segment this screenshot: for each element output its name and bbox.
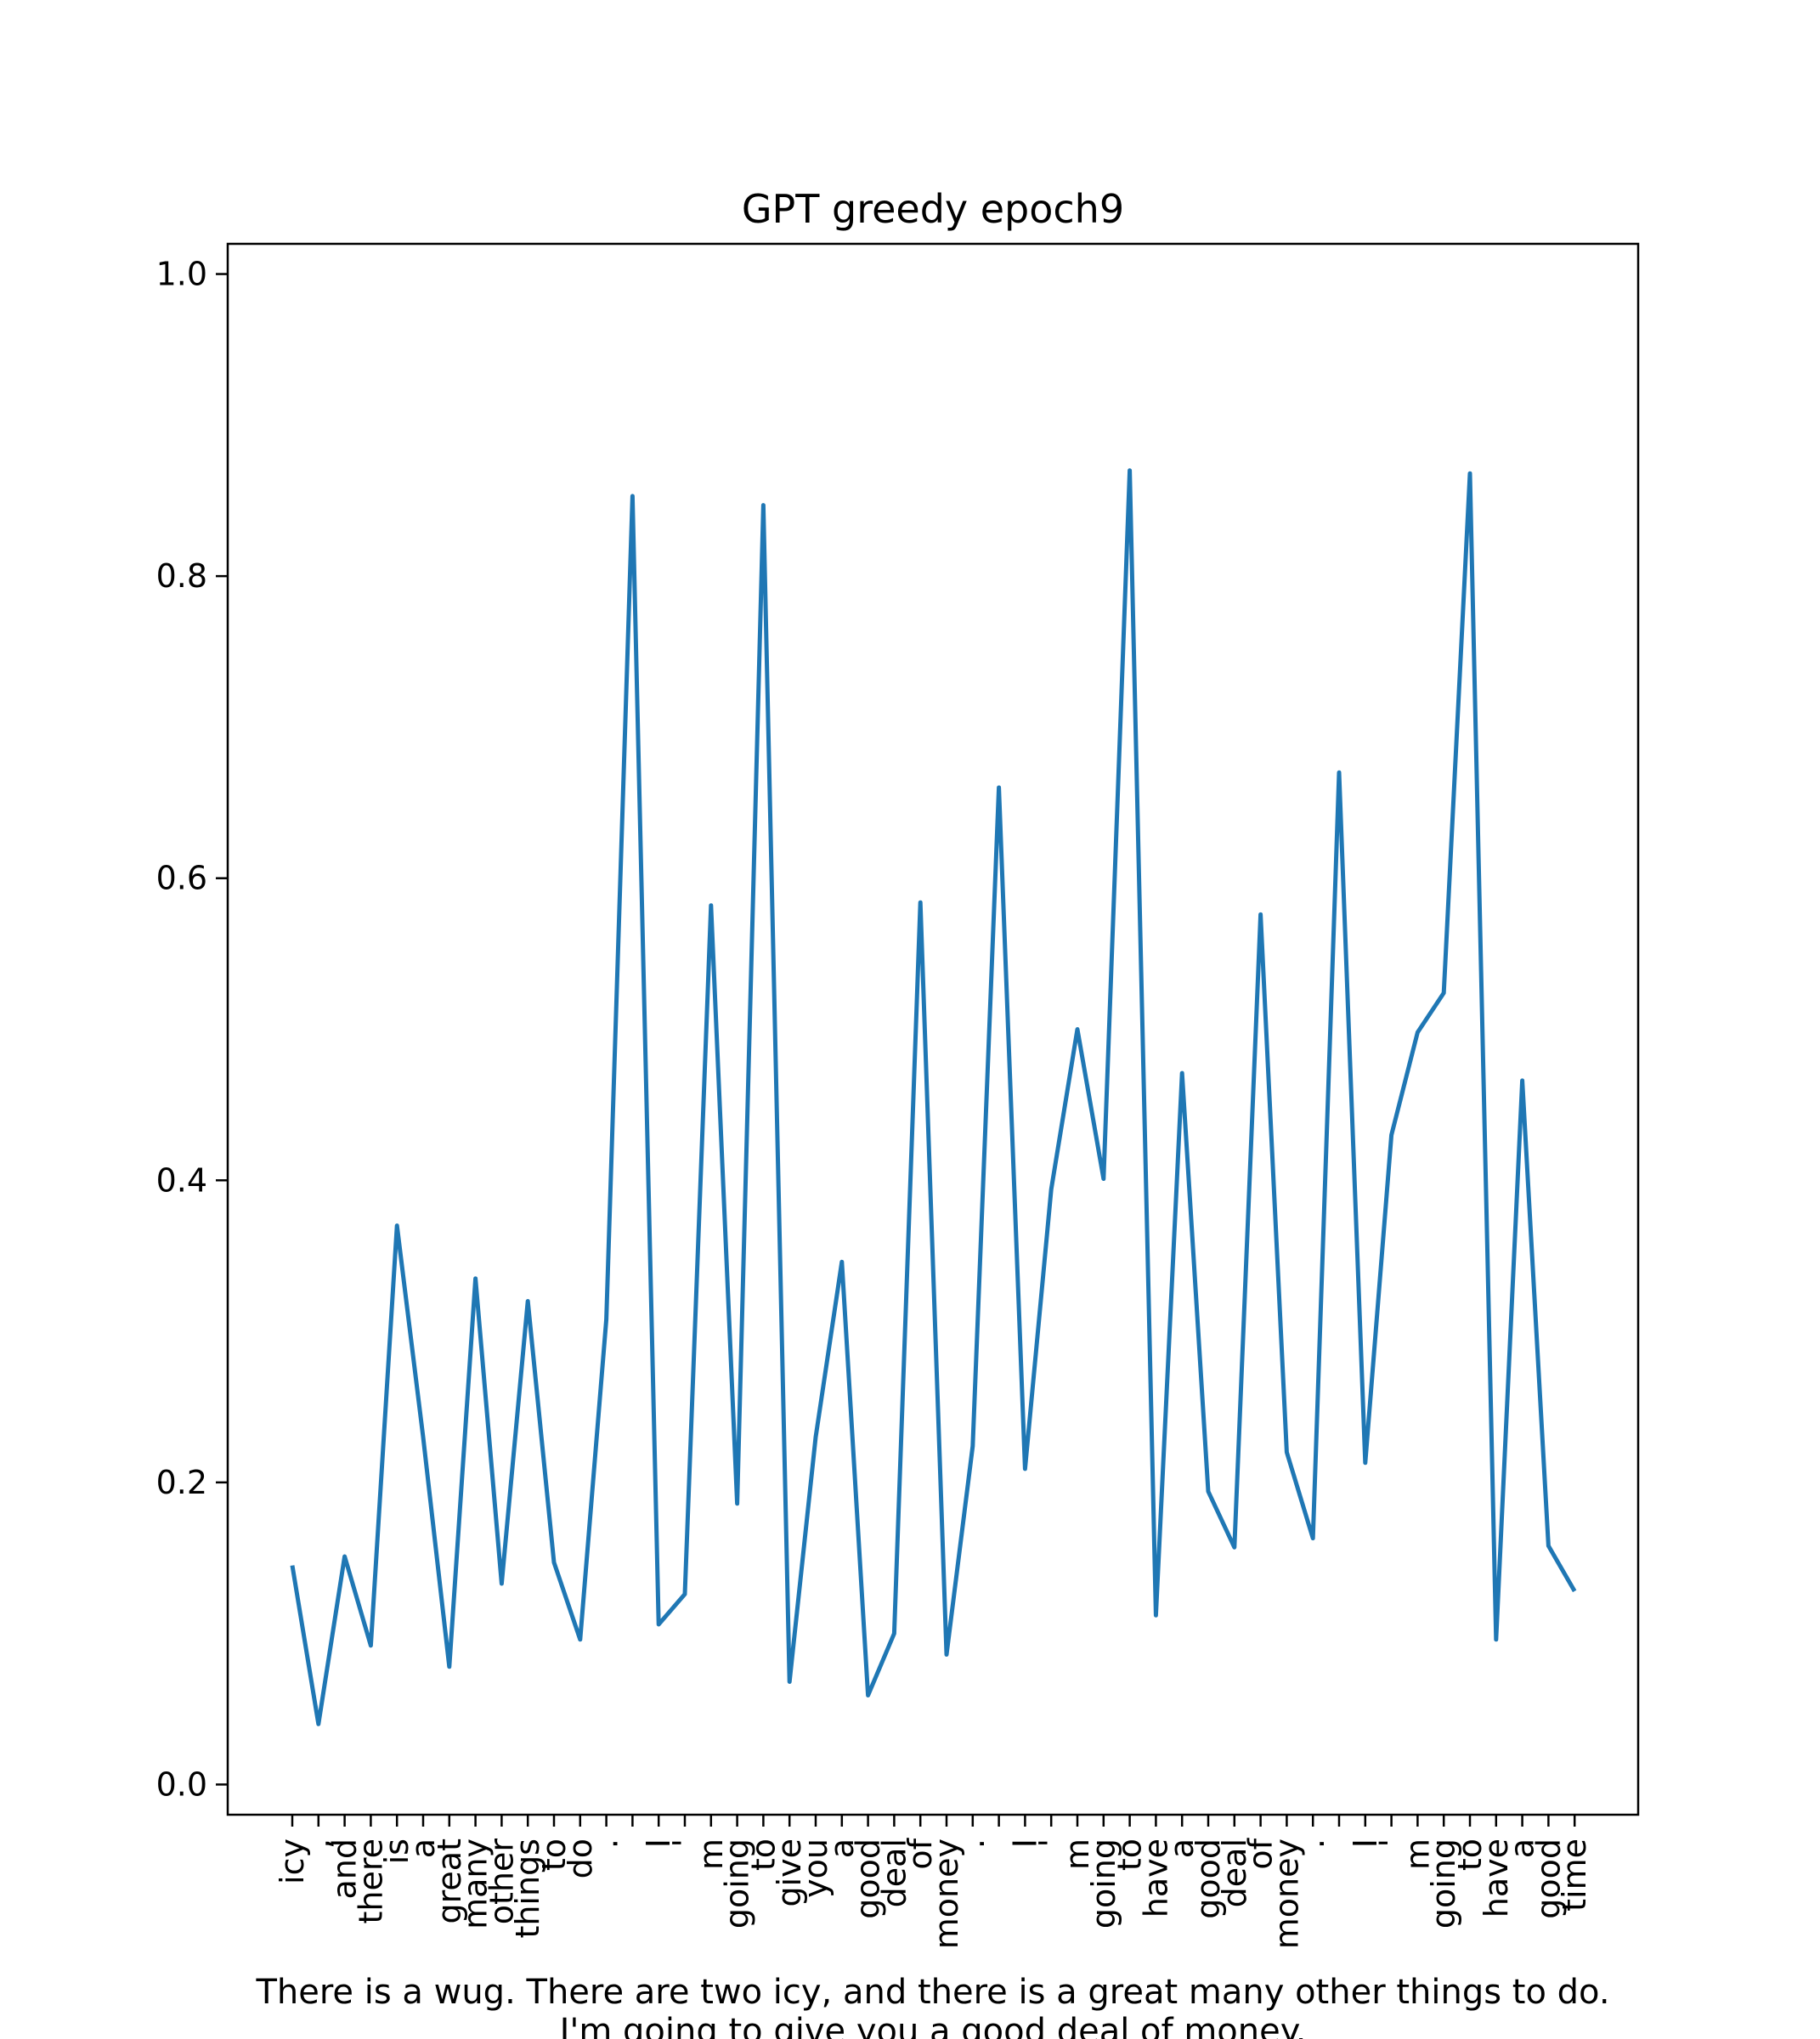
x-tick-label: m [1399,1838,1436,1870]
x-tick-label: deal [1216,1838,1253,1907]
y-tick-label: 1.0 [156,256,207,293]
x-tick-label: a [1504,1838,1541,1858]
x-tick-label: deal [875,1838,913,1907]
x-tick-label: ' [666,1838,704,1847]
x-tick-label: other [483,1838,520,1925]
x-axis: icy,andthereisagreatmanyotherthingstodo.… [274,1815,1593,1949]
x-tick-label: money [1268,1838,1305,1949]
x-tick-label: m [692,1838,730,1870]
x-tick-label: a [404,1838,442,1858]
x-tick-label: you [797,1838,834,1898]
x-tick-label: money [928,1838,965,1949]
x-tick-label: good [850,1838,887,1919]
y-tick-label: 0.8 [156,557,207,595]
x-tick-label: of [902,1837,939,1869]
x-tick-label: give [771,1838,808,1907]
x-tick-label: to [744,1838,782,1871]
x-tick-label: good [1190,1838,1227,1919]
chart-title: GPT greedy epoch9 [742,186,1124,232]
x-tick-label: time [1556,1838,1593,1912]
x-tick-label: . [588,1838,625,1849]
x-tick-label: to [1111,1838,1149,1871]
x-tick-label: , [300,1838,337,1849]
x-tick-label: m [1059,1838,1096,1870]
x-tick-label: ' [1373,1838,1410,1847]
x-tick-label: do [562,1838,599,1878]
x-tick-label: I [1006,1838,1043,1848]
x-tick-label: going [719,1838,756,1929]
x-tick-label: many [457,1838,495,1929]
y-tick-label: 0.6 [156,860,207,897]
x-tick-label: icy [274,1838,311,1884]
x-tick-label: great [431,1838,468,1923]
x-tick-label: ' [1032,1838,1070,1847]
x-axis-label-line-2: I'm going to give you a good deal of mon… [560,2012,1307,2039]
x-tick-label: a [1163,1838,1201,1858]
y-tick-label: 0.4 [156,1161,207,1199]
x-tick-label: is [378,1838,415,1864]
x-tick-label: to [535,1838,573,1871]
y-tick-label: 0.0 [156,1765,207,1803]
x-tick-label: of [1242,1837,1280,1869]
x-tick-label: things [509,1838,546,1939]
x-tick-label: there [352,1838,389,1924]
x-tick-label: a [823,1838,861,1858]
x-tick-label: going [1085,1838,1122,1929]
series-line [290,468,1577,1726]
x-tick-label: have [1137,1838,1174,1918]
x-tick-label: and [326,1838,364,1900]
y-axis: 0.0 0.2 0.4 0.6 0.8 1.0 [156,256,228,1803]
plot-area-frame [226,242,1640,1816]
x-tick-label: to [1451,1838,1489,1871]
y-tick-label: 0.2 [156,1464,207,1501]
x-tick-label: . [954,1838,992,1849]
x-tick-label: . [1294,1838,1331,1849]
x-tick-label: have [1478,1838,1515,1918]
x-tick-label: I [1347,1838,1384,1848]
x-axis-label-line-1: There is a wug. There are two icy, and t… [255,1973,1609,2012]
x-tick-label: going [1425,1838,1462,1929]
x-tick-label: I [640,1838,677,1848]
x-tick-label: good [1529,1838,1567,1919]
